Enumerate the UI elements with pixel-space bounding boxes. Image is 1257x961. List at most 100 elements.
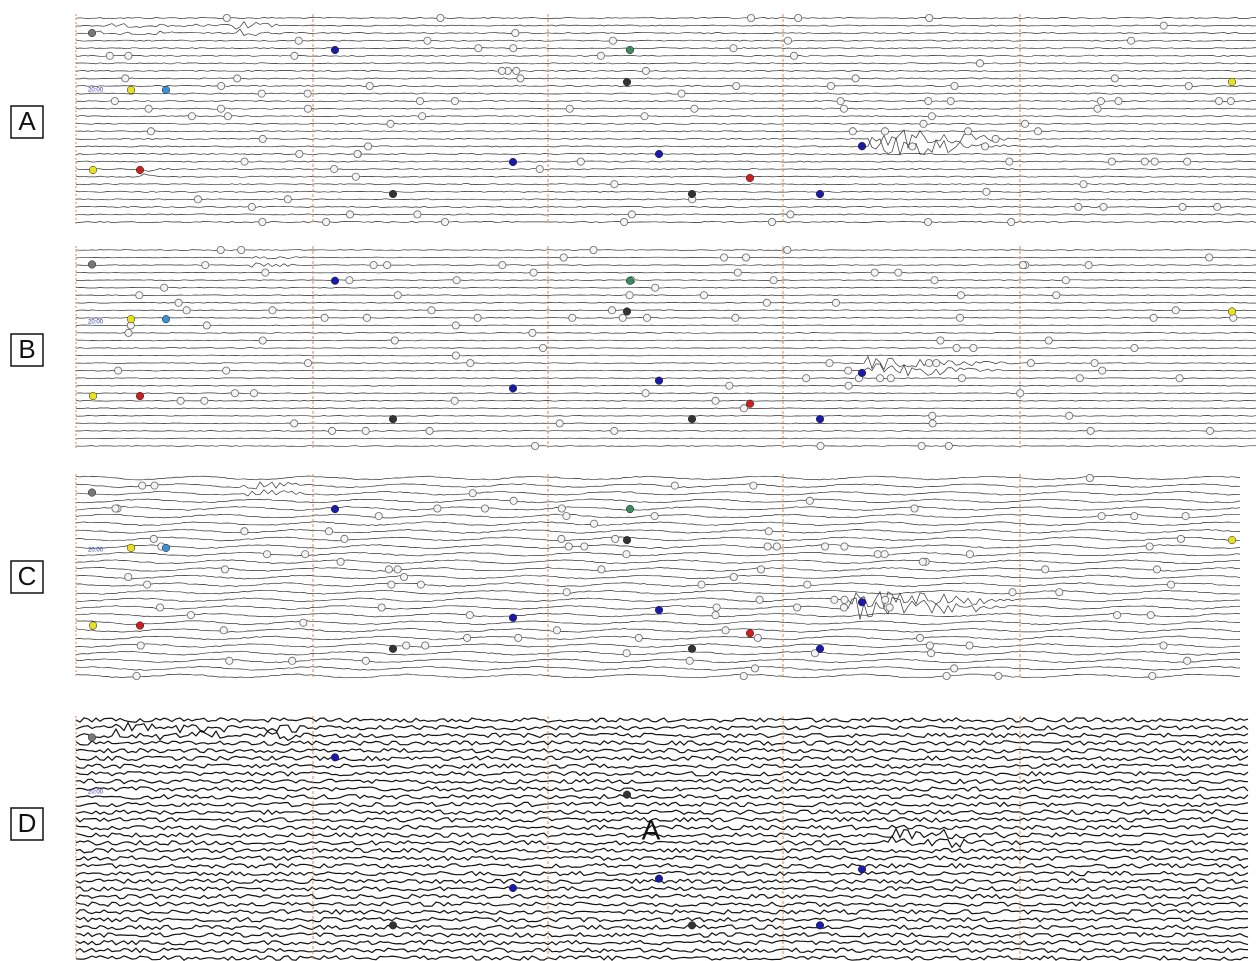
- pick-marker: [474, 314, 481, 321]
- pick-marker: [234, 75, 241, 82]
- event-marker: [89, 166, 97, 174]
- trace: [76, 263, 1256, 267]
- pick-marker: [609, 37, 616, 44]
- event-marker: [816, 190, 824, 198]
- event-marker: [858, 866, 866, 874]
- pick-marker: [323, 218, 330, 225]
- pick-marker: [1098, 513, 1105, 520]
- pick-marker: [1176, 375, 1183, 382]
- pick-marker: [1108, 158, 1115, 165]
- pick-marker: [734, 269, 741, 276]
- pick-marker: [194, 196, 201, 203]
- pick-marker: [794, 604, 801, 611]
- pick-marker: [147, 128, 154, 135]
- pick-marker: [226, 657, 233, 664]
- pick-marker: [837, 98, 844, 105]
- pick-marker: [452, 322, 459, 329]
- pick-marker: [732, 314, 739, 321]
- pick-marker: [241, 158, 248, 165]
- trace: [76, 628, 1240, 632]
- trace: [76, 22, 1256, 30]
- event-marker: [509, 614, 517, 622]
- pick-marker: [220, 627, 227, 634]
- pick-marker: [466, 612, 473, 619]
- pick-marker: [730, 45, 737, 52]
- pick-marker: [464, 634, 471, 641]
- trace: [76, 340, 1256, 341]
- pick-marker: [1111, 75, 1118, 82]
- event-marker: [626, 277, 634, 285]
- pick-marker: [558, 505, 565, 512]
- pick-marker: [698, 581, 705, 588]
- pick-marker: [1215, 98, 1222, 105]
- pick-marker: [122, 75, 129, 82]
- pick-marker: [1160, 22, 1167, 29]
- pick-marker: [1206, 254, 1213, 261]
- pick-marker: [1062, 277, 1069, 284]
- event-marker: [858, 142, 866, 150]
- trace: [76, 756, 1248, 760]
- event-marker: [623, 791, 631, 799]
- pick-marker: [845, 382, 852, 389]
- event-marker: [389, 190, 397, 198]
- pick-marker: [841, 543, 848, 550]
- pick-marker: [925, 98, 932, 105]
- pick-marker: [722, 627, 729, 634]
- pick-marker: [803, 375, 810, 382]
- trace: [76, 825, 1248, 829]
- pick-marker: [700, 292, 707, 299]
- pick-marker: [764, 543, 771, 550]
- trace: [76, 848, 1248, 852]
- event-marker: [136, 166, 144, 174]
- pick-marker: [188, 113, 195, 120]
- pick-marker: [740, 672, 747, 679]
- pick-marker: [434, 505, 441, 512]
- pick-marker: [370, 262, 377, 269]
- pick-marker: [115, 367, 122, 374]
- trace: [76, 131, 1256, 132]
- trace: [76, 257, 1256, 259]
- pick-marker: [565, 543, 572, 550]
- pick-marker: [643, 314, 650, 321]
- pick-marker: [787, 211, 794, 218]
- pick-marker: [909, 143, 916, 150]
- pick-marker: [467, 360, 474, 367]
- pick-marker: [532, 442, 539, 449]
- pick-marker: [217, 105, 224, 112]
- trace: [76, 161, 1256, 162]
- pick-marker: [241, 528, 248, 535]
- pick-marker: [362, 427, 369, 434]
- pick-marker: [175, 299, 182, 306]
- event-marker: [162, 315, 170, 323]
- pick-marker: [712, 612, 719, 619]
- pick-marker: [911, 505, 918, 512]
- pick-marker: [926, 642, 933, 649]
- pick-marker: [1045, 337, 1052, 344]
- pick-marker: [895, 269, 902, 276]
- pick-marker: [817, 442, 824, 449]
- trace: [76, 871, 1248, 875]
- trace: [76, 385, 1256, 386]
- pick-marker: [964, 128, 971, 135]
- pick-marker: [881, 551, 888, 558]
- pick-marker: [982, 143, 989, 150]
- event-marker: [655, 377, 663, 385]
- event-marker: [626, 505, 634, 513]
- pick-marker: [291, 52, 298, 59]
- trace: [76, 651, 1240, 655]
- pick-marker: [475, 45, 482, 52]
- pick-marker: [1009, 589, 1016, 596]
- pick-marker: [187, 612, 194, 619]
- event-marker: [655, 875, 663, 883]
- pick-marker: [642, 390, 649, 397]
- trace: [76, 864, 1248, 868]
- trace: [76, 956, 1248, 960]
- pick-marker: [223, 367, 230, 374]
- pick-marker: [1115, 98, 1122, 105]
- trace: [76, 446, 1256, 447]
- trace: [76, 78, 1256, 79]
- pick-marker: [125, 329, 132, 336]
- trace: [76, 887, 1248, 891]
- trace: [76, 310, 1256, 311]
- pick-marker: [852, 75, 859, 82]
